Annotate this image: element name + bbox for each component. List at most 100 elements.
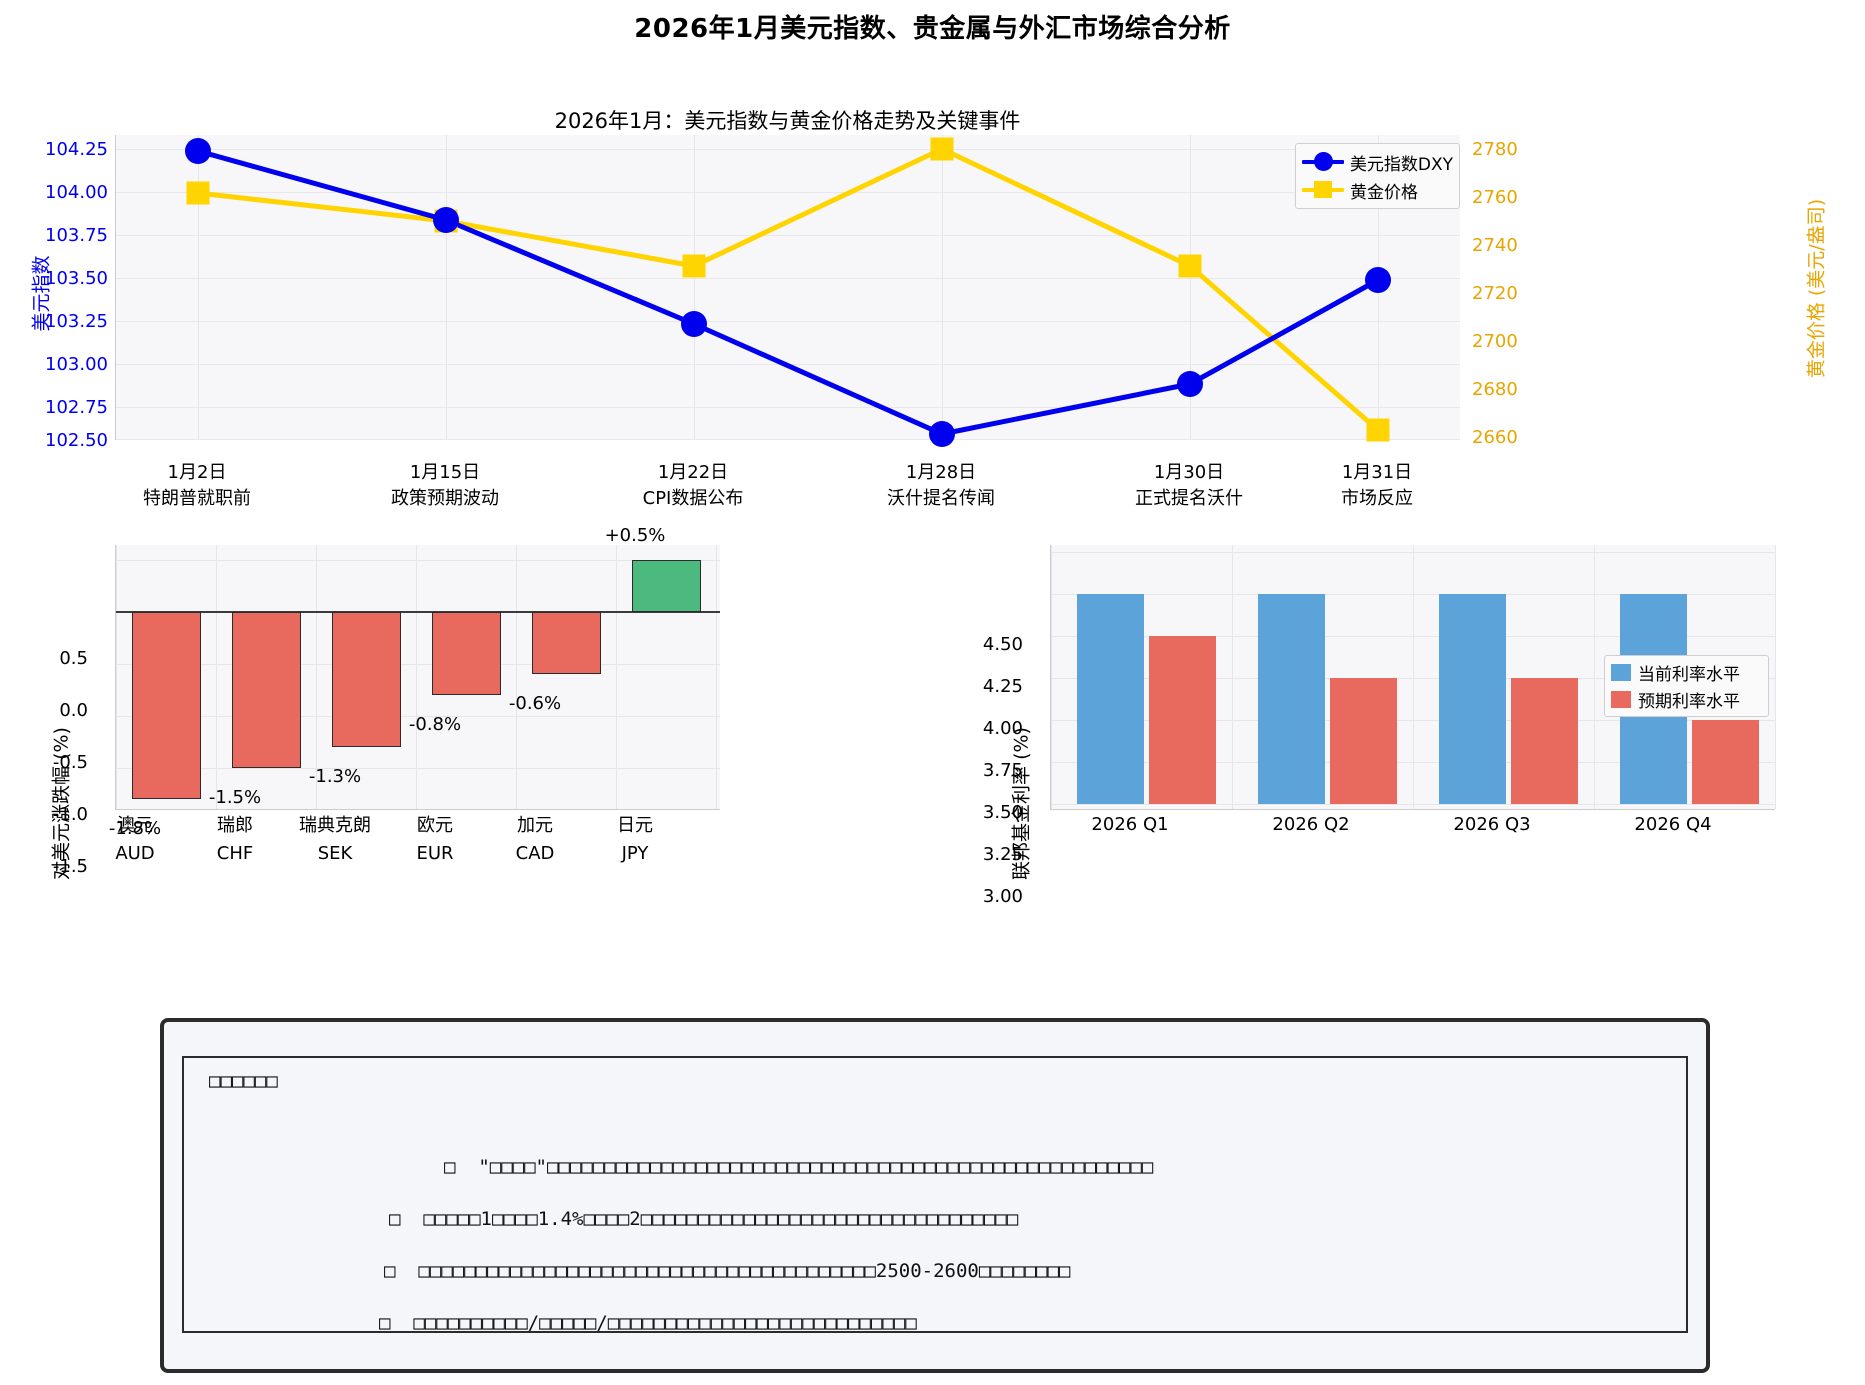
gold-price-line [197, 146, 1380, 432]
bar-expected-q4 [1692, 720, 1759, 804]
chart1-xtick-group: 1月30日 正式提名沃什 [1109, 460, 1269, 512]
currency-name: 欧元 [417, 815, 453, 836]
dxy-marker [1177, 371, 1203, 397]
chart3-xtick-q1: 2026 Q1 [1091, 814, 1169, 835]
bar-chf [232, 612, 301, 768]
chart1-ytick-right: 2700 [1472, 331, 1518, 352]
bar-value-jpy: +0.5% [604, 525, 666, 546]
chart1-ytick: 102.75 [45, 397, 108, 418]
gold-legend-marker-icon [1302, 181, 1344, 198]
chart2-xtick-sek: 瑞典克朗 SEK [275, 812, 395, 868]
chart2-ytick: -1.5 [52, 856, 88, 877]
chart1-xtick-group: 1月22日 CPI数据公布 [613, 460, 773, 512]
legend-item-current-rate[interactable]: 当前利率水平 [1611, 659, 1762, 686]
chart2-zero-line [116, 611, 720, 613]
chart1-xtick-event: 市场反应 [1341, 488, 1413, 509]
dxy-legend-marker-icon [1302, 152, 1344, 171]
chart2-ytick: 0.5 [59, 648, 88, 669]
chart2-xtick-cad: 加元 CAD [495, 812, 575, 868]
chart1-xtick-group: 1月2日 特朗普就职前 [117, 460, 277, 512]
bar-value-sek: -1.3% [308, 766, 362, 787]
page-title: 2026年1月美元指数、贵金属与外汇市场综合分析 [634, 14, 1231, 44]
chart1-xtick-date: 1月28日 [905, 462, 977, 483]
bar-current-q2 [1258, 594, 1325, 804]
bar-expected-q2 [1330, 678, 1397, 804]
legend-item-expected-rate[interactable]: 预期利率水平 [1611, 686, 1762, 713]
chart1-ytick: 103.25 [45, 311, 108, 332]
chart3-ytick: 3.00 [982, 886, 1023, 907]
chart2-plot-area [115, 545, 720, 810]
chart1-ytick: 104.25 [45, 139, 108, 160]
chart1-ytick: 104.00 [45, 182, 108, 203]
summary-bullet: □ □□□□□1□□□□1.4%□□□□2□□□□□□□□□□□□□□□□□□□… [389, 1208, 1019, 1230]
summary-heading: □□□□□□ [209, 1070, 278, 1092]
bar-sek [332, 612, 401, 747]
chart1-xtick-date: 1月30日 [1153, 462, 1225, 483]
chart1-series-overlay [185, 137, 1391, 447]
currency-name: 瑞郎 [217, 815, 253, 836]
currency-code: CAD [515, 843, 555, 864]
currency-code: JPY [621, 843, 649, 864]
current-rate-swatch-icon [1611, 664, 1631, 681]
legend-label: 当前利率水平 [1638, 665, 1740, 685]
summary-inner-frame: □□□□□□ □ "□□□□"□□□□□□□□□□□□□□□□□□□□□□□□□… [182, 1056, 1688, 1334]
currency-name: 日元 [617, 815, 653, 836]
gold-marker [186, 181, 210, 205]
dxy-line [197, 148, 1380, 437]
bar-value-cad: -0.6% [508, 693, 562, 714]
chart1-legend[interactable]: 美元指数DXY 黄金价格 [1295, 143, 1460, 209]
dxy-marker [185, 138, 211, 164]
currency-code: CHF [216, 843, 254, 864]
chart1-right-axis-title: 黄金价格 (美元/盎司) [1805, 198, 1828, 379]
chart1-xtick-event: 特朗普就职前 [143, 488, 251, 509]
dxy-marker [433, 207, 459, 233]
chart2-ytick: -0.5 [52, 752, 88, 773]
chart1-plot-area [115, 135, 1460, 447]
legend-item-gold[interactable]: 黄金价格 [1302, 176, 1453, 204]
chart1-ytick-right: 2740 [1472, 235, 1518, 256]
currency-code: AUD [115, 843, 155, 864]
dxy-marker [1365, 267, 1391, 293]
bar-value-eur: -0.8% [408, 714, 462, 735]
chart1-ytick-right: 2660 [1472, 427, 1518, 448]
expected-rate-swatch-icon [1611, 691, 1631, 708]
bar-expected-q1 [1149, 636, 1216, 804]
chart3-ytick: 4.25 [982, 676, 1023, 697]
chart3-ytick: 4.00 [982, 718, 1023, 739]
chart3-ytick: 4.50 [982, 634, 1023, 655]
gold-marker [1366, 418, 1390, 442]
bar-value-aud: -1.8% [108, 818, 162, 839]
chart3-ytick: 3.75 [982, 760, 1023, 781]
bar-aud [132, 612, 201, 799]
chart1-xtick-group: 1月28日 沃什提名传闻 [861, 460, 1021, 512]
chart1-xtick-date: 1月2日 [167, 462, 227, 483]
chart1-xtick-group: 1月31日 市场反应 [1297, 460, 1457, 512]
summary-bullet: □ □□□□□□□□□□/□□□□□/□□□□□□□□□□□□□□□□□□□□□… [379, 1312, 917, 1334]
chart1-xtick-event: 沃什提名传闻 [887, 488, 995, 509]
dxy-marker [929, 421, 955, 447]
chart2-xtick-eur: 欧元 EUR [395, 812, 475, 868]
legend-label: 预期利率水平 [1638, 692, 1740, 712]
chart3-legend[interactable]: 当前利率水平 预期利率水平 [1604, 655, 1769, 717]
chart2-ytick: 0.0 [59, 700, 88, 721]
chart1-ytick: 103.75 [45, 225, 108, 246]
chart1-xtick-event: 正式提名沃什 [1135, 488, 1243, 509]
chart3-xtick-q2: 2026 Q2 [1272, 814, 1350, 835]
chart1-ytick: 102.50 [45, 430, 108, 451]
chart1-ytick-right: 2780 [1472, 139, 1518, 160]
summary-bullet: □ "□□□□"□□□□□□□□□□□□□□□□□□□□□□□□□□□□□□□□… [444, 1156, 1154, 1178]
legend-item-dxy[interactable]: 美元指数DXY [1302, 148, 1453, 176]
bar-cad [532, 612, 601, 674]
summary-box: □□□□□□ □ "□□□□"□□□□□□□□□□□□□□□□□□□□□□□□□… [160, 1018, 1710, 1373]
bar-eur [432, 612, 501, 695]
chart3-xtick-q3: 2026 Q3 [1453, 814, 1531, 835]
chart2-xtick-aud: 澳元 AUD [95, 812, 175, 868]
bar-current-q3 [1439, 594, 1506, 804]
currency-name: 瑞典克朗 [299, 815, 371, 836]
chart2-xtick-jpy: 日元 JPY [595, 812, 675, 868]
gold-marker [930, 137, 954, 161]
chart1-xtick-date: 1月15日 [409, 462, 481, 483]
chart1-xtick-date: 1月22日 [657, 462, 729, 483]
chart1-ytick: 103.00 [45, 354, 108, 375]
chart1-xtick-group: 1月15日 政策预期波动 [365, 460, 525, 512]
